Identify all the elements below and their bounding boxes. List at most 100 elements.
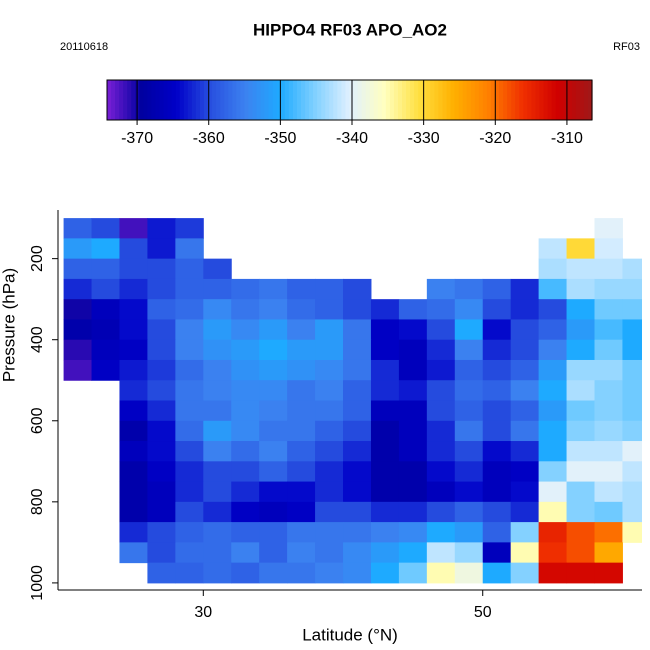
heatmap-cell	[287, 278, 316, 300]
colorbar-swatch	[204, 80, 209, 120]
heatmap-cell	[510, 481, 540, 503]
colorbar-swatch	[373, 80, 379, 120]
heatmap-cell	[259, 501, 288, 523]
heatmap-cell	[175, 400, 204, 422]
colorbar-swatch	[430, 80, 435, 120]
colorbar-swatch	[438, 80, 444, 120]
heatmap-cell	[147, 299, 176, 320]
colorbar-swatch	[296, 80, 302, 120]
heatmap-cell	[566, 441, 595, 462]
heatmap-cell	[454, 299, 484, 320]
heatmap-cell	[594, 481, 623, 503]
heatmap-cell	[538, 319, 568, 341]
heatmap-cell	[566, 542, 595, 564]
heatmap-cell	[91, 299, 120, 320]
heatmap-cell	[315, 339, 344, 361]
heatmap-cell	[566, 522, 595, 543]
colorbar-swatch	[216, 80, 221, 120]
heatmap-cell	[175, 501, 204, 523]
heatmap-cell	[398, 542, 428, 564]
colorbar-swatch	[398, 80, 403, 120]
heatmap-cell	[398, 562, 428, 584]
heatmap-cell	[175, 380, 204, 402]
heatmap-cell	[426, 359, 456, 381]
heatmap-cell	[91, 359, 120, 381]
y-tick-label: 800	[29, 488, 46, 515]
heatmap-cell	[343, 481, 372, 503]
colorbar-swatch	[527, 80, 532, 120]
heatmap-cell	[259, 542, 288, 564]
heatmap-cell	[370, 359, 400, 381]
heatmap-cell	[370, 420, 400, 442]
colorbar-swatch	[418, 80, 423, 120]
heatmap-cell	[119, 218, 148, 239]
heatmap-cell	[594, 299, 623, 320]
heatmap-cell	[510, 278, 540, 300]
heatmap-cell	[482, 562, 512, 584]
heatmap-cell	[315, 522, 344, 543]
heatmap-cell	[63, 238, 93, 260]
heatmap-cell	[566, 319, 595, 341]
colorbar-swatch	[325, 80, 330, 120]
colorbar-swatch	[236, 80, 241, 120]
heatmap-cell	[482, 359, 512, 381]
heatmap-cell	[370, 339, 400, 361]
heatmap-cell	[538, 461, 568, 483]
heatmap-cell	[454, 461, 484, 483]
heatmap-cell	[454, 441, 484, 462]
subtitle-right: RF03	[613, 41, 640, 53]
heatmap-cell	[119, 501, 148, 523]
heatmap-cell	[231, 542, 260, 564]
colorbar-swatch	[292, 80, 298, 120]
colorbar-swatch	[353, 80, 359, 120]
heatmap-cell	[259, 441, 288, 462]
heatmap-cell	[231, 481, 260, 503]
colorbar-swatch	[551, 80, 557, 120]
colorbar-swatch	[232, 80, 237, 120]
heatmap-cell	[594, 562, 623, 584]
heatmap-cell	[203, 359, 232, 381]
colorbar-swatch	[579, 80, 585, 120]
colorbar-swatch	[555, 80, 561, 120]
heatmap-cell	[287, 420, 316, 442]
heatmap-cell	[175, 238, 204, 260]
heatmap-cell	[343, 400, 372, 422]
colorbar-swatch	[228, 80, 233, 120]
heatmap-cell	[203, 461, 232, 483]
heatmap-cell	[622, 461, 642, 483]
heatmap-cell	[147, 238, 176, 260]
heatmap-cell	[370, 400, 400, 422]
colorbar-swatch	[143, 80, 149, 120]
heatmap-cell	[175, 359, 204, 381]
heatmap-cell	[259, 359, 288, 381]
heatmap-cell	[538, 258, 568, 280]
colorbar-swatch	[458, 80, 464, 120]
heatmap-cell	[426, 461, 456, 483]
heatmap-cell	[454, 359, 484, 381]
heatmap-cell	[175, 461, 204, 483]
colorbar-swatch	[381, 80, 387, 120]
heatmap-cell	[343, 380, 372, 402]
heatmap-cell	[259, 319, 288, 341]
y-tick-label: 1000	[29, 565, 46, 601]
heatmap-cell	[594, 420, 623, 442]
colorbar-swatch	[450, 80, 456, 120]
colorbar-swatch	[284, 80, 290, 120]
heatmap-cell	[426, 542, 456, 564]
heatmap-cell	[259, 522, 288, 543]
heatmap-cell	[510, 380, 540, 402]
heatmap-cell	[538, 380, 568, 402]
heatmap-cell	[119, 461, 148, 483]
heatmap-cell	[147, 319, 176, 341]
heatmap-cell	[398, 461, 428, 483]
colorbar-swatch	[478, 80, 484, 120]
colorbar-tick-label: -320	[479, 130, 511, 147]
colorbar-swatch	[474, 80, 480, 120]
colorbar-tick-label: -310	[551, 130, 583, 147]
heatmap-cell	[231, 522, 260, 543]
heatmap-cell	[538, 481, 568, 503]
heatmap-cell	[482, 339, 512, 361]
heatmap-cell	[538, 420, 568, 442]
colorbar-swatch	[244, 80, 250, 120]
colorbar-swatch	[495, 80, 500, 120]
